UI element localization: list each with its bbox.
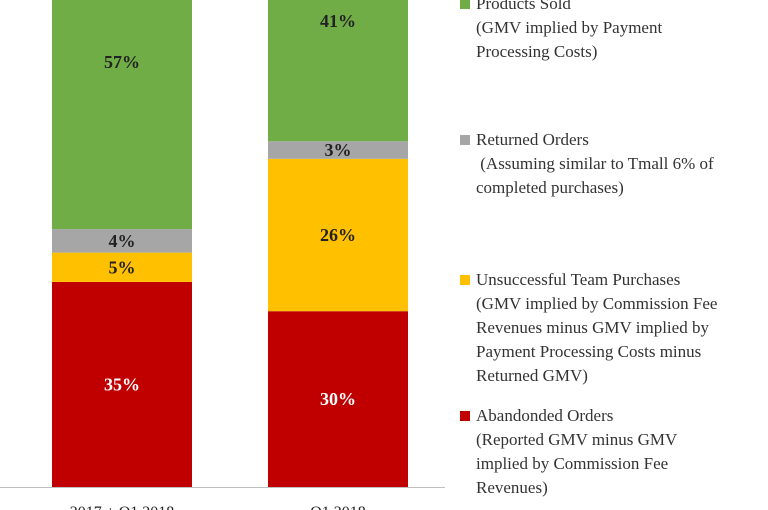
data-label-unsuccessful-team-purchases-0: 5% xyxy=(109,257,136,277)
legend-title: Abandonded Orders xyxy=(476,406,614,425)
legend-item-products-sold: Products Sold (GMV implied by Payment Pr… xyxy=(460,0,768,64)
category-label-1: Q1 2018 xyxy=(310,504,366,510)
legend-description: (GMV implied by Commission Fee Revenues … xyxy=(476,294,718,385)
data-label-abandonded-orders-0: 35% xyxy=(104,374,140,394)
data-label-products-sold-0: 57% xyxy=(104,52,140,72)
data-label-returned-orders-1: 3% xyxy=(325,140,352,160)
legend-swatch-icon xyxy=(460,0,470,9)
legend-title: Unsuccessful Team Purchases xyxy=(476,270,681,289)
legend-item-unsuccessful-team-purchases: Unsuccessful Team Purchases (GMV implied… xyxy=(460,268,768,388)
legend-item-returned-orders: Returned Orders (Assuming similar to Tma… xyxy=(460,128,768,200)
bar-segment-unsuccessful-team-purchases-1 xyxy=(268,158,408,312)
legend-description: (Reported GMV minus GMV implied by Commi… xyxy=(476,430,678,497)
legend-description: (GMV implied by Payment Processing Costs… xyxy=(476,18,663,61)
data-label-returned-orders-0: 4% xyxy=(109,231,136,251)
bar-segment-products-sold-0 xyxy=(52,0,192,230)
category-labels: 2017 + Q1 2018 Q1 2018 xyxy=(70,504,366,510)
bars-group: 35% 5% 4% 57% 30% 26% 3% 41% xyxy=(52,0,408,487)
legend-swatch-icon xyxy=(460,135,470,145)
bar-segment-products-sold-1 xyxy=(268,0,408,142)
legend-swatch-icon xyxy=(460,411,470,421)
legend-title: Products Sold xyxy=(476,0,571,13)
stacked-bar-chart: 35% 5% 4% 57% 30% 26% 3% 41% 2017 + Q1 2018 Q1 2… xyxy=(0,0,445,510)
legend-title: Returned Orders xyxy=(476,130,589,149)
data-label-unsuccessful-team-purchases-1: 26% xyxy=(320,225,356,245)
data-label-abandonded-orders-1: 30% xyxy=(320,389,356,409)
legend-description: (Assuming similar to Tmall 6% of complet… xyxy=(476,154,714,197)
bar-segment-returned-orders-0 xyxy=(52,229,192,253)
bar-segment-unsuccessful-team-purchases-0 xyxy=(52,252,192,282)
data-label-products-sold-1: 41% xyxy=(320,11,356,31)
bar-segment-abandonded-orders-0 xyxy=(52,281,192,487)
category-label-0: 2017 + Q1 2018 xyxy=(70,504,175,510)
legend-item-abandonded-orders: Abandonded Orders (Reported GMV minus GM… xyxy=(460,404,768,500)
bar-segment-abandonded-orders-1 xyxy=(268,311,408,487)
legend-swatch-icon xyxy=(460,275,470,285)
bar-segment-returned-orders-1 xyxy=(268,141,408,159)
